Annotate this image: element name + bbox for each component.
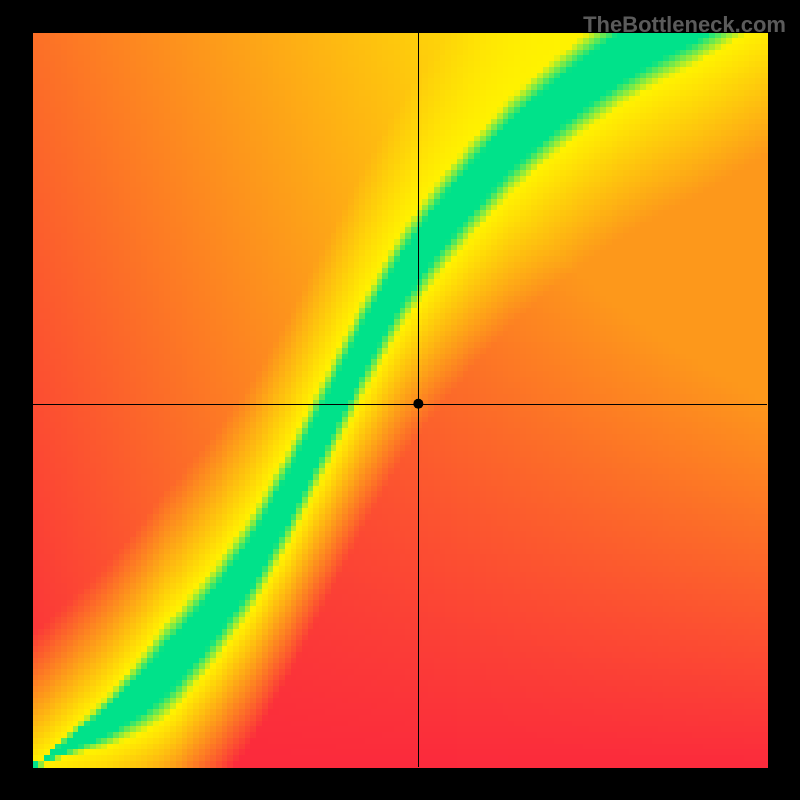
bottleneck-heatmap (0, 0, 800, 800)
watermark-text: TheBottleneck.com (583, 12, 786, 38)
